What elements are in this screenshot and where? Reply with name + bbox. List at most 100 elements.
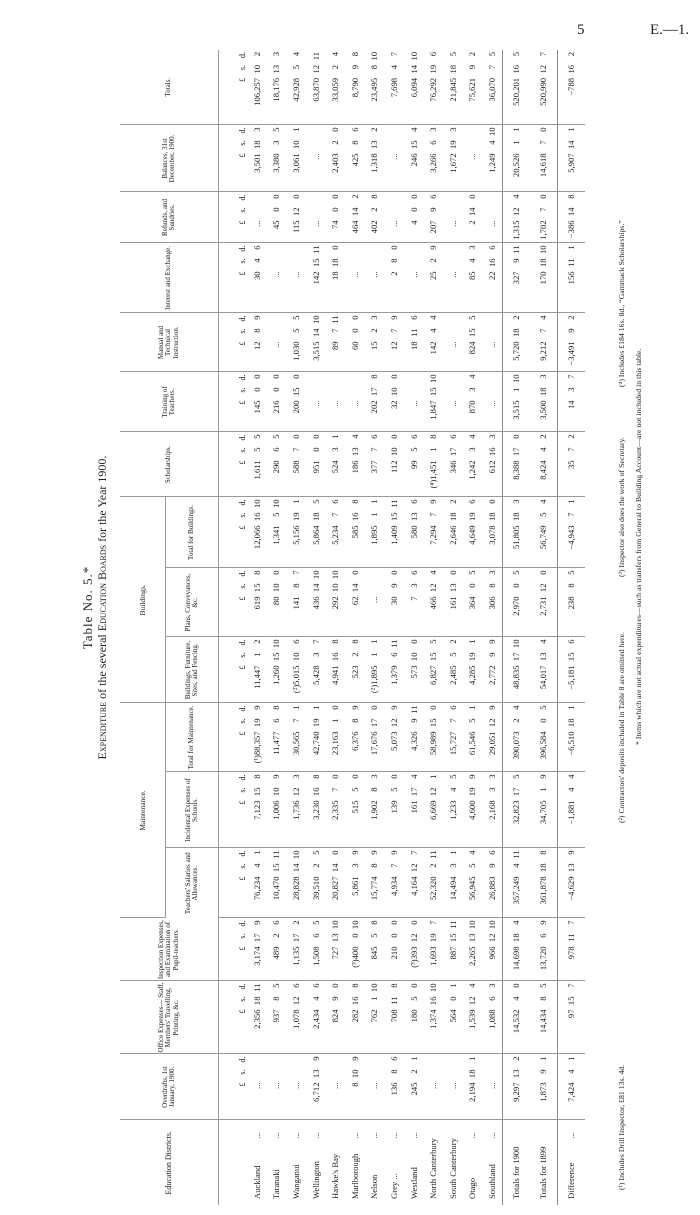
money-cell: 2,168 3 3 [482, 772, 503, 848]
money-cell: 186 13 4 [344, 431, 365, 497]
pence: 4 [408, 127, 419, 132]
pence: 0 [408, 194, 419, 199]
shillings: 0 [330, 207, 341, 212]
district-cell: Wellington... [306, 1120, 326, 1205]
unit-pounds: £ [238, 271, 247, 276]
pence: 3 [486, 434, 497, 439]
shillings: 14 [310, 583, 321, 593]
table-row: Grey ...... 136 8 6 708 11 8 210 0 0 4,934 7 9 139 5 0 5… [384, 49, 404, 1205]
shillings [448, 258, 458, 271]
money-cell: 870 3 4 [462, 371, 483, 432]
money-cell: 1,409 15 11 [384, 496, 404, 568]
money-cell: ... [442, 191, 463, 243]
money-cell: 588 7 0 [286, 431, 306, 497]
shillings [448, 328, 458, 341]
pounds: 141 [290, 596, 301, 610]
money-cell: 6,094 14 10 [403, 49, 424, 125]
shillings: 16 [349, 996, 360, 1006]
money-cell: ... [364, 567, 385, 637]
units: £ s. d. [238, 1057, 247, 1118]
pounds: 156 [566, 271, 577, 285]
table-row: Hawke's Bay... 824 9 0 727 13 10 20,827 14 0 2,335… [325, 49, 345, 1205]
pence: 5 [511, 51, 522, 57]
pounds: 52,320 [428, 876, 439, 901]
amount: 3,174 17 9 [252, 921, 262, 979]
amount: 56,749 5 4 [538, 499, 548, 565]
money-cell: 978 11 7 [557, 918, 585, 981]
money-cell: 1,088 6 3 [482, 981, 503, 1054]
shillings: 18 [511, 933, 522, 943]
pounds: 619 [251, 596, 262, 610]
shillings [487, 328, 497, 341]
amount: 515 5 0 [350, 775, 360, 846]
pounds: 61,546 [467, 731, 478, 756]
money-cell: 282 16 8 [344, 981, 365, 1054]
amount: 346 17 6 [448, 434, 458, 494]
money-cell: 25 2 9 [423, 242, 443, 313]
money-cell: 106,257 10 2 [247, 49, 267, 125]
units-cell: £ s. d. [218, 567, 247, 637]
amount: 4,600 19 9 [467, 775, 477, 846]
header-teachers: Teachers' Salaries and Allowances. [165, 848, 219, 918]
amount: 52,320 2 11 [428, 851, 438, 916]
money-cell: 2,970 0 5 [502, 567, 530, 637]
amount: 42,928 5 4 [291, 52, 301, 123]
pence: 8 [369, 194, 380, 199]
pence: 5 [310, 850, 321, 855]
unit-pence: d. [238, 374, 247, 381]
leader-dots [448, 1123, 458, 1139]
money-cell: 1,260 15 10 [266, 636, 287, 703]
pounds: 14,494 [447, 876, 458, 901]
pence: 0 [349, 774, 360, 779]
district-cell: Westland... [404, 1120, 424, 1205]
pence: 6 [566, 639, 577, 644]
pence: 7 [566, 374, 577, 379]
shillings: 7 [486, 64, 497, 70]
pence: 1 [290, 499, 301, 504]
pounds: 361,878 [538, 876, 549, 905]
pence: 0 [467, 194, 478, 199]
pounds: 1,736 [290, 800, 301, 820]
pounds: 2,265 [467, 946, 478, 966]
amount: 12 8 9 [252, 315, 262, 369]
amount: 63,870 12 11 [311, 52, 321, 123]
shillings: 18 [511, 512, 522, 522]
pence: 10 [408, 51, 419, 61]
pounds: 2,403 [330, 153, 341, 173]
amount: −4,943 7 1 [566, 499, 576, 565]
money-cell: 3,078 18 0 [482, 496, 503, 568]
pence: 2 [447, 639, 458, 644]
shillings [389, 140, 399, 153]
pence: 1 [467, 1056, 478, 1061]
pounds: ... [486, 1082, 497, 1089]
shillings [271, 328, 281, 341]
units-cell: £ s. d. [218, 242, 247, 313]
money-cell: 10,470 15 11 [266, 848, 287, 918]
shillings: 19 [428, 64, 439, 74]
shillings: 17 [511, 787, 522, 797]
shillings: 15 [447, 933, 458, 943]
pounds: 60 [349, 341, 360, 351]
money-cell: 520,990 12 7 [529, 49, 558, 125]
shillings: 3 [467, 387, 478, 392]
amount: 3,501 18 3 [252, 127, 262, 189]
pence: 0 [330, 850, 341, 855]
shillings: 14 [349, 207, 360, 217]
money-cell: ... [364, 1054, 385, 1120]
pence: 2 [566, 51, 577, 57]
shillings: 17 [408, 787, 419, 797]
pence [487, 374, 497, 387]
shillings: 12 [486, 933, 497, 943]
money-cell: −788 16 2 [557, 49, 585, 125]
shillings: 18 [538, 863, 549, 873]
money-cell: 1,902 8 3 [364, 772, 385, 848]
pence: 0 [290, 374, 301, 379]
amount: 1,693 19 7 [428, 921, 438, 979]
pounds: 6,712 [310, 1082, 321, 1102]
shillings [330, 1070, 340, 1083]
amount: ... [311, 194, 321, 240]
money-cell: 76,234 4 1 [247, 848, 267, 918]
shillings: 17 [290, 933, 301, 943]
pence: 0 [388, 774, 399, 779]
amount: 62 14 0 [350, 570, 360, 634]
